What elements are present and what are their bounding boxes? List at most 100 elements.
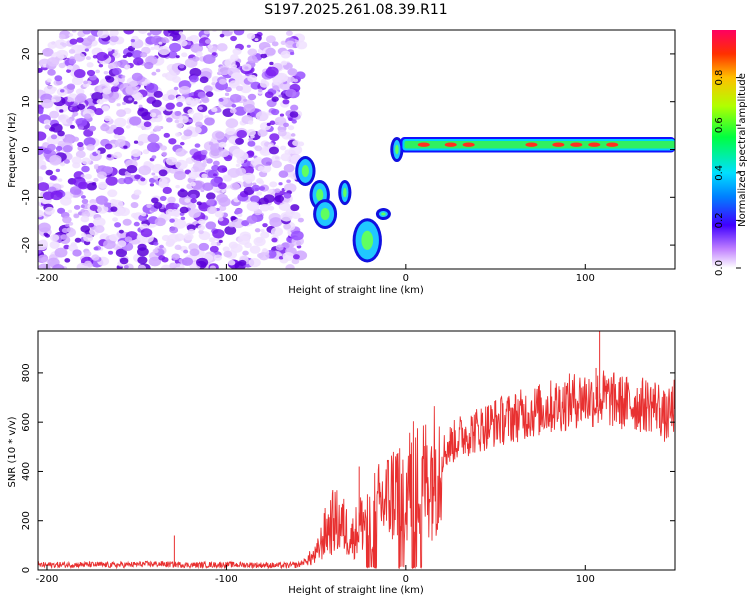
noise-blob bbox=[218, 217, 224, 222]
noise-blob bbox=[151, 172, 156, 176]
noise-blob bbox=[80, 225, 90, 233]
noise-blob bbox=[74, 95, 86, 104]
noise-blob bbox=[82, 30, 92, 35]
noise-blob bbox=[38, 108, 44, 114]
noise-blob bbox=[288, 117, 293, 121]
spec-xtick-label: -100 bbox=[215, 273, 238, 284]
noise-blob bbox=[47, 143, 56, 151]
noise-blob bbox=[198, 219, 206, 225]
noise-blob bbox=[198, 229, 204, 235]
noise-blob bbox=[198, 106, 203, 110]
noise-blob bbox=[96, 98, 104, 105]
noise-blob bbox=[250, 134, 255, 139]
noise-blob bbox=[229, 108, 237, 114]
noise-blob bbox=[175, 159, 188, 170]
noise-blob bbox=[55, 168, 61, 173]
noise-blob bbox=[240, 84, 252, 94]
noise-blob bbox=[167, 233, 179, 243]
noise-blob bbox=[287, 76, 295, 83]
noise-blob bbox=[84, 48, 89, 52]
noise-blob bbox=[142, 149, 150, 155]
noise-blob bbox=[38, 131, 47, 141]
noise-blob bbox=[108, 97, 116, 103]
snr-line bbox=[38, 370, 675, 570]
noise-blob bbox=[290, 204, 300, 212]
spec-xtick-label: 0 bbox=[403, 273, 409, 284]
noise-blob bbox=[195, 121, 203, 128]
noise-blob bbox=[140, 52, 148, 58]
noise-blob bbox=[254, 38, 259, 42]
noise-blob bbox=[209, 265, 217, 269]
noise-blob bbox=[183, 129, 193, 137]
noise-blob bbox=[140, 212, 147, 217]
noise-blob bbox=[244, 66, 249, 70]
noise-blob bbox=[269, 188, 274, 193]
noise-blob bbox=[177, 189, 189, 198]
noise-blob bbox=[110, 35, 119, 43]
noise-blob bbox=[131, 212, 138, 218]
ridge-peak bbox=[525, 142, 538, 147]
noise-blob bbox=[107, 250, 114, 255]
noise-blob bbox=[158, 106, 166, 112]
noise-blob bbox=[138, 104, 143, 108]
noise-blob bbox=[289, 51, 295, 56]
noise-blob bbox=[54, 75, 63, 82]
spec-ytick-label: 0 bbox=[21, 146, 32, 152]
noise-blob bbox=[119, 257, 129, 265]
noise-blob bbox=[112, 67, 122, 76]
noise-blob bbox=[166, 117, 173, 123]
noise-blob bbox=[94, 225, 105, 233]
noise-blob bbox=[47, 69, 56, 76]
noise-blob bbox=[97, 171, 107, 179]
noise-blob bbox=[189, 67, 202, 77]
noise-blob bbox=[293, 78, 299, 83]
noise-blob bbox=[278, 255, 284, 260]
noise-blob bbox=[171, 253, 181, 261]
noise-blob bbox=[189, 181, 196, 187]
noise-blob bbox=[259, 146, 272, 157]
noise-blob bbox=[269, 61, 274, 66]
noise-blob bbox=[94, 107, 104, 116]
noise-blob bbox=[114, 117, 127, 128]
noise-blob bbox=[232, 218, 245, 229]
noise-blob bbox=[115, 248, 128, 258]
noise-blob bbox=[66, 137, 73, 142]
noise-blob bbox=[63, 159, 70, 164]
noise-blob bbox=[254, 187, 259, 191]
noise-blob bbox=[254, 156, 263, 164]
noise-blob bbox=[96, 30, 109, 39]
noise-blob bbox=[80, 174, 86, 178]
noise-blob bbox=[223, 250, 233, 258]
noise-blob bbox=[60, 89, 65, 93]
noise-blob bbox=[274, 188, 281, 194]
noise-blob bbox=[192, 112, 204, 121]
signal-blob-peak bbox=[343, 187, 347, 198]
signal-blob-peak bbox=[320, 208, 330, 221]
noise-blob bbox=[123, 264, 129, 269]
signal-blob-peak bbox=[316, 188, 324, 201]
ridge-core bbox=[404, 140, 675, 149]
noise-blob bbox=[295, 40, 308, 50]
snr-xlabel: Height of straight line (km) bbox=[288, 585, 424, 596]
noise-blob bbox=[65, 223, 70, 228]
noise-blob bbox=[123, 176, 134, 185]
noise-blob bbox=[149, 30, 162, 36]
noise-blob bbox=[149, 112, 157, 118]
noise-blob bbox=[91, 254, 100, 261]
noise-blob bbox=[225, 118, 239, 129]
ridge-peak bbox=[588, 142, 601, 147]
noise-blob bbox=[297, 217, 304, 223]
noise-blob bbox=[209, 245, 219, 253]
noise-blob bbox=[86, 144, 95, 151]
noise-blob bbox=[62, 144, 73, 153]
noise-blob bbox=[110, 206, 118, 212]
noise-blob bbox=[192, 161, 206, 172]
noise-blob bbox=[98, 181, 108, 189]
noise-blob bbox=[247, 48, 258, 56]
noise-blob bbox=[144, 61, 154, 70]
noise-blob bbox=[174, 119, 180, 124]
noise-blob bbox=[183, 150, 188, 154]
noise-blob bbox=[112, 217, 118, 222]
noise-blob bbox=[173, 170, 186, 181]
noise-blob bbox=[171, 209, 179, 214]
